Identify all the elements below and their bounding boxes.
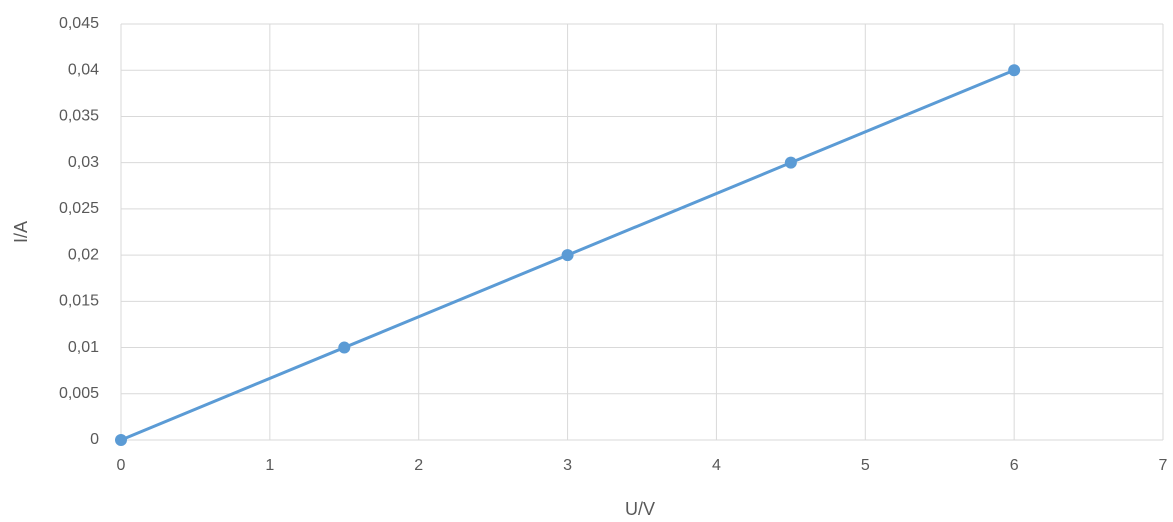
y-tick-label: 0,015: [59, 293, 99, 310]
x-tick-label: 3: [563, 457, 572, 474]
x-tick-label: 0: [117, 457, 126, 474]
y-axis-label: I/A: [11, 221, 31, 243]
x-tick-label: 5: [861, 457, 870, 474]
y-tick-label: 0,01: [68, 339, 99, 356]
x-tick-label: 6: [1010, 457, 1019, 474]
y-tick-label: 0,02: [68, 246, 99, 263]
y-tick-label: 0,005: [59, 385, 99, 402]
data-point: [1008, 64, 1021, 77]
y-tick-label: 0,025: [59, 200, 99, 217]
x-tick-label: 2: [414, 457, 423, 474]
y-tick-label: 0,03: [68, 154, 99, 171]
data-point: [115, 434, 127, 446]
data-point: [338, 341, 351, 354]
x-tick-label: 4: [712, 457, 721, 474]
x-tick-label: 1: [265, 457, 274, 474]
y-tick-label: 0,045: [59, 15, 99, 32]
y-tick-label: 0,04: [68, 61, 99, 78]
y-tick-label: 0: [90, 431, 99, 448]
data-point: [561, 249, 574, 262]
x-tick-label: 7: [1159, 457, 1168, 474]
y-tick-label: 0,035: [59, 108, 99, 125]
x-axis-label: U/V: [625, 499, 655, 519]
data-point: [784, 156, 797, 169]
